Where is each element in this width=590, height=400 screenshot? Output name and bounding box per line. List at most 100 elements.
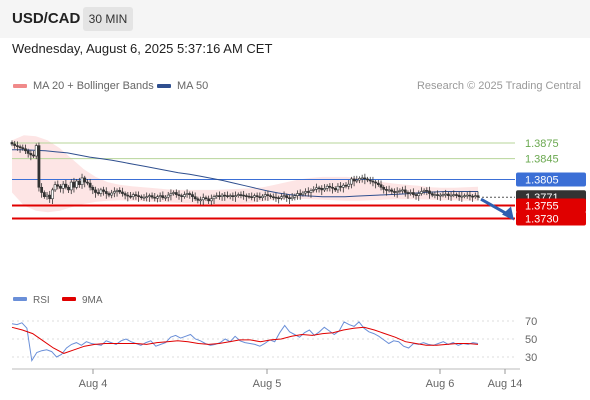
legend-9ma-label: 9MA [82, 295, 103, 306]
level-label-bg-1.3730 [516, 211, 586, 226]
bollinger-band [12, 135, 478, 213]
candle-body [42, 192, 46, 197]
candle-body [444, 193, 448, 196]
rsi-series-rsi [11, 321, 479, 363]
candles [10, 140, 480, 206]
legend-ma50: MA 50 [157, 80, 208, 92]
candle-body [393, 191, 396, 193]
candle-body [239, 194, 243, 196]
candle-body [304, 191, 308, 194]
candle-body [215, 195, 219, 197]
timeframe-button[interactable]: 30 MIN [83, 7, 133, 31]
candle-body [411, 192, 415, 195]
candle-body [261, 195, 264, 199]
candle-body [199, 199, 202, 202]
candle-body [371, 180, 375, 183]
candle-body [134, 194, 138, 196]
candle-body [379, 184, 383, 188]
candle-body [271, 196, 275, 198]
candle-body [185, 193, 189, 195]
candle-body [201, 197, 205, 201]
candle-body [123, 193, 127, 196]
candle-body [406, 192, 410, 194]
candle-body [366, 178, 369, 181]
candle-body [96, 192, 100, 194]
candle-body [110, 192, 114, 196]
forecast-arrow-head [502, 206, 514, 221]
candle-body [422, 190, 426, 192]
candle-body [209, 198, 213, 202]
candle-body [69, 181, 73, 191]
candle-body [21, 147, 25, 150]
candle-body [253, 195, 256, 198]
candle-body [174, 192, 178, 195]
candle-body [129, 195, 132, 198]
candle-body [312, 189, 316, 191]
datetime-label: Wednesday, August 6, 2025 5:37:16 AM CET [12, 41, 273, 56]
candle-body [428, 190, 431, 194]
candle-body [72, 181, 76, 188]
credit-text: Research © 2025 Trading Central [416, 80, 581, 92]
header-bar: USD/CAD 30 MIN [0, 0, 590, 38]
candle-body [56, 184, 60, 187]
candle-body [409, 192, 413, 194]
candle-body [269, 195, 272, 197]
candle-body [26, 150, 30, 154]
candle-body [347, 183, 351, 187]
candle-body [242, 194, 246, 197]
candle-body [231, 195, 235, 197]
candle-body [328, 185, 332, 188]
candle-body [339, 185, 343, 188]
candle-body [37, 145, 41, 188]
candle-body [236, 194, 240, 196]
candle-body [24, 148, 27, 152]
candle-body [99, 189, 103, 194]
candle-body [385, 189, 388, 191]
candle-body [207, 198, 211, 202]
candle-body [196, 198, 200, 201]
candle-body [247, 195, 251, 198]
candle-body [331, 186, 334, 189]
candle-body [13, 143, 17, 146]
candle-body [452, 194, 456, 196]
rsi-swatch [13, 297, 27, 301]
candle-body [266, 194, 270, 196]
candle-body [376, 182, 380, 185]
candle-body [161, 195, 165, 199]
candle-body [320, 188, 324, 191]
candle-body [150, 195, 154, 198]
candle-body [83, 177, 87, 183]
candle-body [77, 180, 81, 185]
candle-body [147, 195, 151, 197]
level-label-bg-1.3755 [516, 198, 586, 213]
candle-body [401, 189, 404, 192]
legend-ma50-label: MA 50 [177, 80, 209, 92]
candle-body [153, 196, 157, 199]
candle-body [188, 193, 192, 195]
level-label-1.3730: 1.3730 [525, 214, 559, 226]
candle-body [40, 186, 44, 193]
legend-bollinger-label: MA 20 + Bollinger Bands [33, 80, 154, 92]
candle-body [131, 194, 135, 197]
candle-body [10, 142, 14, 145]
candle-body [29, 153, 33, 156]
candle-body [468, 194, 472, 197]
candle-body [290, 196, 294, 200]
candle-body [301, 192, 305, 195]
candle-body [67, 186, 70, 191]
candle-body [306, 191, 310, 193]
candle-body [341, 184, 345, 188]
candle-body [336, 185, 340, 191]
candle-body [277, 197, 281, 200]
candle-body [417, 193, 421, 196]
candle-body [59, 185, 62, 189]
candle-body [279, 196, 283, 199]
candle-body [471, 195, 475, 198]
candle-body [164, 196, 167, 199]
candle-body [53, 184, 57, 191]
candle-body [169, 193, 173, 196]
candle-body [333, 188, 337, 191]
rsi-tick-70: 70 [525, 316, 537, 328]
candle-body [403, 189, 407, 193]
candle-body [274, 196, 278, 199]
